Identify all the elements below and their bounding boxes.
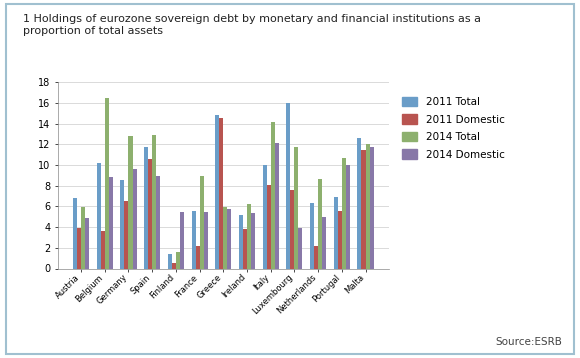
Bar <box>172 263 176 268</box>
Bar <box>247 204 251 268</box>
Bar <box>77 228 81 268</box>
Bar <box>291 190 295 268</box>
Bar <box>180 212 184 268</box>
Bar <box>204 212 208 268</box>
Bar <box>295 147 299 268</box>
Bar <box>365 144 369 268</box>
Bar <box>121 180 125 268</box>
Bar <box>361 150 365 268</box>
Bar <box>227 208 231 268</box>
Bar <box>195 246 200 268</box>
Bar <box>271 122 275 268</box>
Bar <box>310 203 314 268</box>
Bar <box>299 228 302 268</box>
Bar <box>81 208 85 268</box>
Bar <box>85 218 89 268</box>
Bar <box>132 169 136 268</box>
Legend: 2011 Total, 2011 Domestic, 2014 Total, 2014 Domestic: 2011 Total, 2011 Domestic, 2014 Total, 2… <box>400 95 506 162</box>
Bar <box>105 98 109 268</box>
Bar <box>144 147 148 268</box>
Bar <box>219 117 223 268</box>
Bar <box>287 103 291 268</box>
Bar <box>101 231 105 268</box>
Bar <box>215 115 219 268</box>
Bar <box>314 246 318 268</box>
Bar <box>239 215 243 268</box>
Bar <box>318 179 322 268</box>
Bar <box>263 165 267 268</box>
Bar <box>176 252 180 268</box>
Bar <box>338 211 342 268</box>
Text: Source:ESRB: Source:ESRB <box>496 338 563 348</box>
Bar <box>275 143 279 268</box>
Bar <box>369 147 374 268</box>
Bar <box>322 217 326 268</box>
Bar <box>129 136 132 268</box>
Bar <box>148 159 152 268</box>
Bar <box>191 211 195 268</box>
Bar <box>152 135 156 268</box>
Bar <box>223 208 227 268</box>
Bar <box>267 185 271 268</box>
Bar <box>346 165 350 268</box>
Bar <box>342 158 346 268</box>
Bar <box>73 198 77 268</box>
Bar <box>334 197 338 268</box>
Bar <box>357 138 361 268</box>
Bar <box>168 254 172 268</box>
Text: 1 Holdings of eurozone sovereign debt by monetary and financial institutions as : 1 Holdings of eurozone sovereign debt by… <box>23 14 481 36</box>
Bar <box>156 176 160 268</box>
Bar <box>97 163 101 268</box>
Bar <box>109 178 113 268</box>
Bar <box>200 176 204 268</box>
Bar <box>125 201 129 268</box>
Bar <box>251 213 255 268</box>
Bar <box>243 229 247 268</box>
